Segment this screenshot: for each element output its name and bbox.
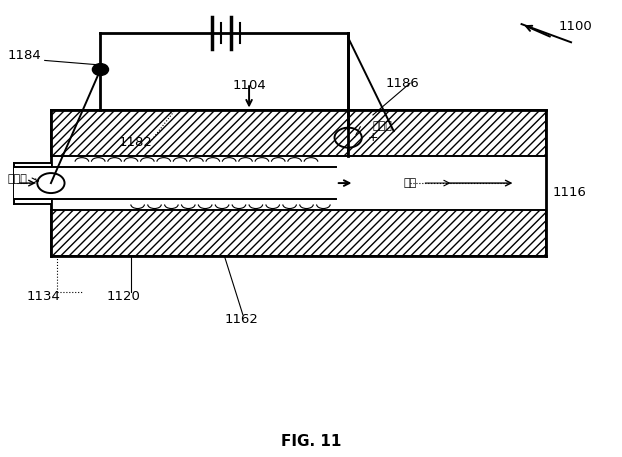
Bar [51,210,546,256]
Bar [51,111,546,156]
Text: 1100: 1100 [559,20,592,32]
Bar [14,163,51,203]
Text: 1182: 1182 [119,136,153,149]
Text: FIG. 11: FIG. 11 [281,435,341,450]
Bar [14,167,336,199]
Circle shape [93,64,108,75]
Bar [51,111,546,156]
Text: 1120: 1120 [106,290,141,303]
Text: 空気流: 空気流 [373,121,393,131]
Text: 1186: 1186 [385,77,419,90]
Bar [51,210,546,256]
Text: 1162: 1162 [225,313,258,326]
Text: 1116: 1116 [552,186,587,199]
Text: 1184: 1184 [7,49,41,63]
Text: 蒸気: 蒸気 [404,178,417,188]
Text: 1104: 1104 [232,79,266,92]
Text: 液体流: 液体流 [7,174,27,184]
Text: 1134: 1134 [26,290,60,303]
Text: +: + [368,131,379,144]
